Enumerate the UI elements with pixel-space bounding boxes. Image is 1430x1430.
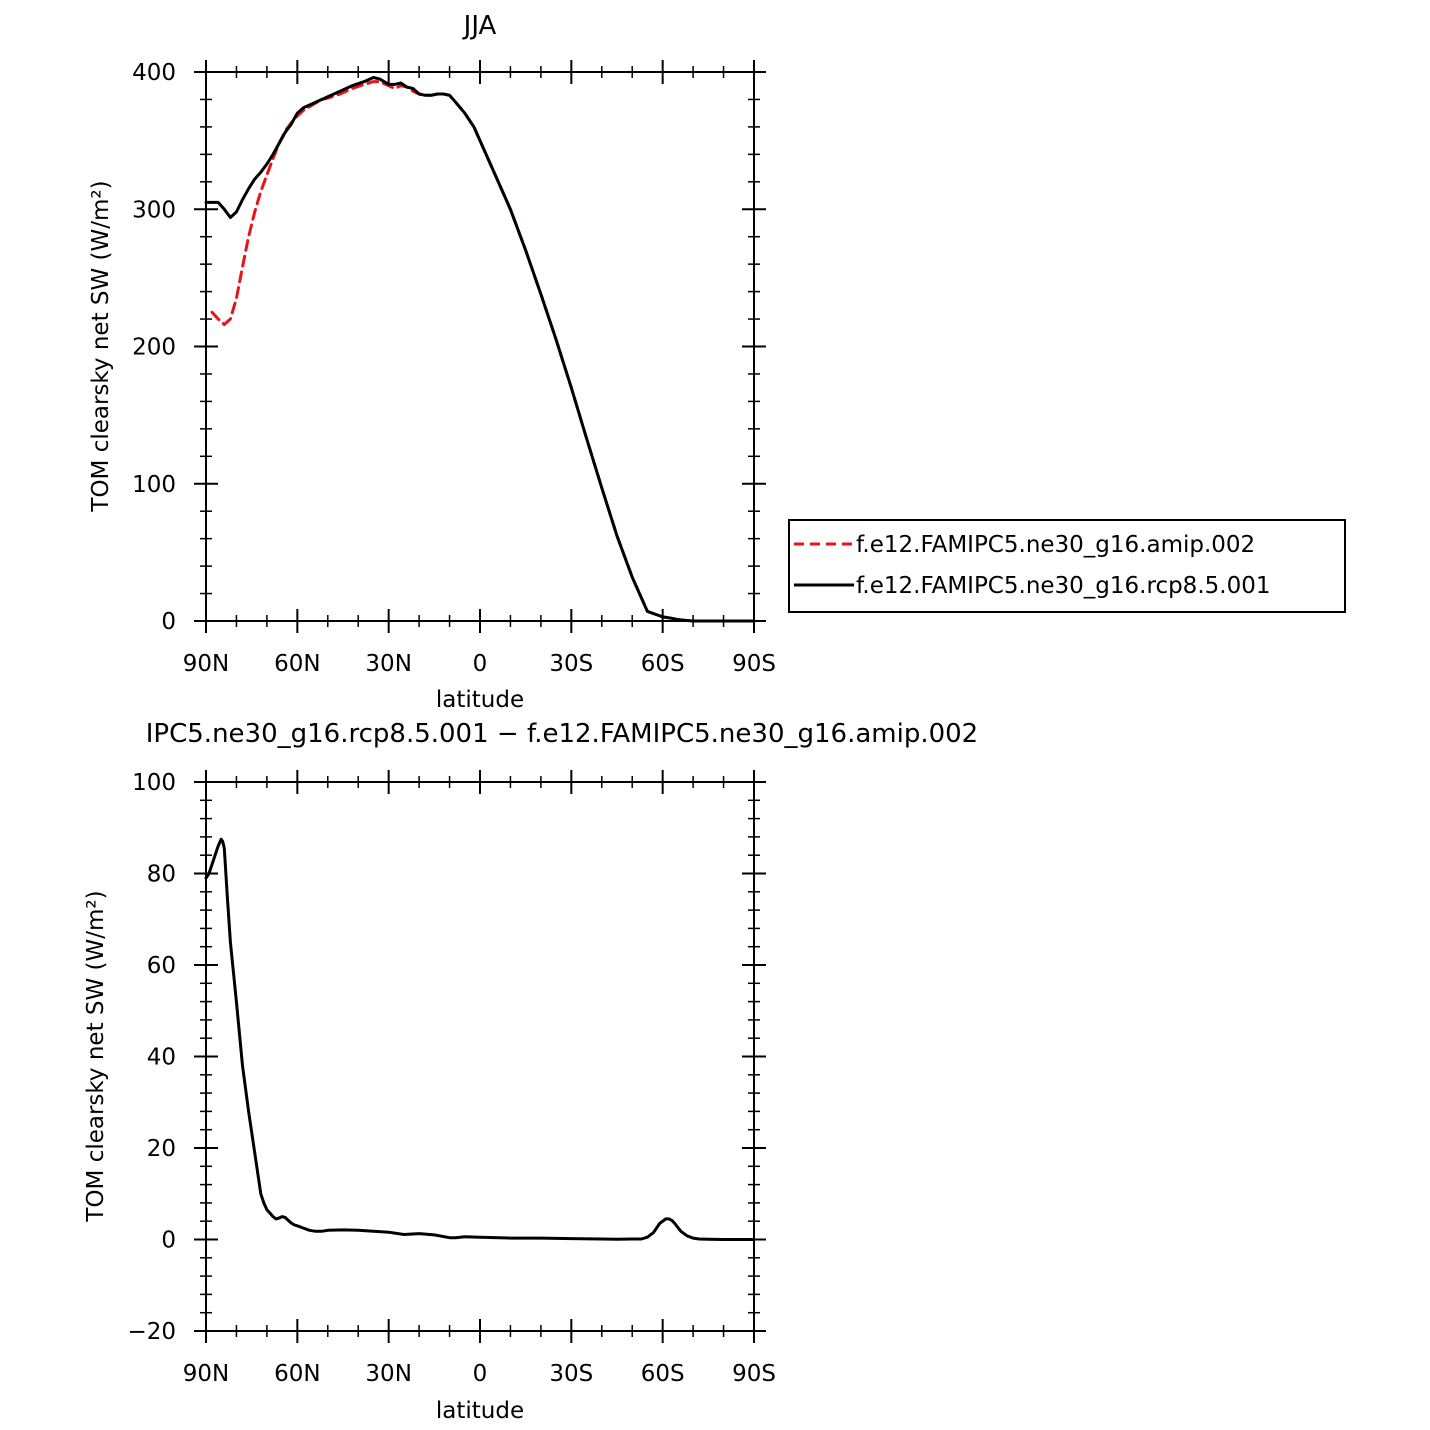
top-x-tick-label: 90S bbox=[732, 651, 776, 677]
top-y-tick-label: 300 bbox=[132, 197, 176, 223]
bottom-y-tick-label: 20 bbox=[147, 1136, 176, 1162]
top-y-tick-label: 0 bbox=[161, 609, 176, 635]
top-panel: JJA 90N 60N 30N 0 30S 60S 90S 0 100 200 300 400 lat… bbox=[88, 11, 1346, 713]
top-plot-frame bbox=[205, 71, 755, 622]
bottom-panel: IPC5.ne30_g16.rcp8.5.001 − f.e12.FAMIPC5… bbox=[83, 719, 978, 1424]
bottom-x-tick-label: 90S bbox=[732, 1361, 776, 1387]
bottom-y-tick-label: 40 bbox=[147, 1045, 176, 1071]
legend-box bbox=[788, 519, 1346, 613]
bottom-x-axis-title: latitude bbox=[436, 1398, 524, 1424]
top-y-tick-label: 400 bbox=[132, 60, 176, 86]
top-x-tick-label: 60N bbox=[274, 651, 320, 677]
bottom-y-tick-label: 60 bbox=[147, 953, 176, 979]
bottom-axes: 90N 60N 30N 0 30S 60S 90S −20 0 20 40 60 80 100 bbox=[127, 770, 776, 1387]
bottom-y-tick-label: 0 bbox=[161, 1228, 176, 1254]
legend: f.e12.FAMIPC5.ne30_g16.amip.002 f.e12.FA… bbox=[788, 519, 1346, 613]
bottom-x-tick-label: 0 bbox=[473, 1361, 488, 1387]
top-series-line-1 bbox=[204, 76, 756, 623]
bottom-plot-frame bbox=[205, 781, 755, 1332]
bottom-x-tick-label: 30N bbox=[365, 1361, 411, 1387]
top-chart-title: JJA bbox=[462, 11, 497, 41]
top-y-tick-label: 200 bbox=[132, 335, 176, 361]
top-x-tick-label: 0 bbox=[473, 651, 488, 677]
bottom-x-tick-label: 90N bbox=[183, 1361, 229, 1387]
bottom-x-tick-label: 60N bbox=[274, 1361, 320, 1387]
bottom-y-tick-label: 100 bbox=[132, 770, 176, 796]
bottom-y-tick-label: −20 bbox=[127, 1319, 176, 1345]
bottom-series-line-0 bbox=[204, 837, 756, 1241]
bottom-x-tick-label: 60S bbox=[641, 1361, 685, 1387]
bottom-y-tick-label: 80 bbox=[147, 862, 176, 888]
top-x-tick-label: 30N bbox=[365, 651, 411, 677]
top-y-axis-title: TOM clearsky net SW (W/m²) bbox=[88, 180, 114, 512]
bottom-series-group bbox=[204, 837, 756, 1241]
legend-label-amip: f.e12.FAMIPC5.ne30_g16.amip.002 bbox=[856, 532, 1255, 558]
legend-label-rcp: f.e12.FAMIPC5.ne30_g16.rcp8.5.001 bbox=[856, 573, 1270, 599]
bottom-chart-title: IPC5.ne30_g16.rcp8.5.001 − f.e12.FAMIPC5… bbox=[146, 719, 978, 749]
top-axes: 90N 60N 30N 0 30S 60S 90S 0 100 200 300 400 bbox=[132, 60, 776, 677]
top-series-line-0 bbox=[210, 80, 756, 623]
top-x-tick-label: 90N bbox=[183, 651, 229, 677]
top-series-group bbox=[204, 76, 756, 623]
top-x-tick-label: 30S bbox=[549, 651, 593, 677]
top-y-tick-label: 100 bbox=[132, 472, 176, 498]
top-x-tick-label: 60S bbox=[641, 651, 685, 677]
bottom-y-axis-title: TOM clearsky net SW (W/m²) bbox=[83, 890, 109, 1222]
top-x-axis-title: latitude bbox=[436, 687, 524, 713]
bottom-x-tick-label: 30S bbox=[549, 1361, 593, 1387]
